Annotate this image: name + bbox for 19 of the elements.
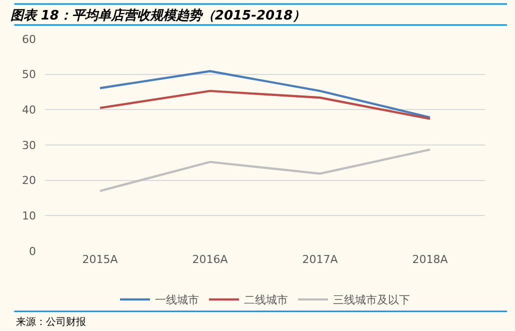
line-series — [98, 90, 432, 120]
line-series — [98, 148, 432, 192]
y-tick-label: 40 — [22, 104, 36, 117]
chart-title: 图表 18：平均单店营收规模趋势（2015-2018） — [10, 7, 306, 24]
x-tick-label: 2015A — [82, 253, 118, 266]
x-tick-label: 2016A — [192, 253, 228, 266]
legend-label: 三线城市及以下 — [333, 294, 410, 307]
source-note: 来源：公司财报 — [16, 316, 86, 328]
x-tick-label: 2017A — [302, 253, 338, 266]
y-tick-label: 20 — [22, 174, 36, 188]
y-tick-label: 50 — [22, 68, 36, 82]
y-tick-label: 60 — [22, 32, 36, 46]
legend-label: 一线城市 — [155, 294, 199, 307]
y-tick-label: 0 — [29, 244, 36, 258]
y-tick-label: 10 — [22, 210, 36, 223]
x-tick-label: 2018A — [412, 253, 448, 266]
line-series — [98, 70, 432, 119]
legend-label: 二线城市 — [244, 294, 288, 307]
y-tick-label: 30 — [22, 138, 36, 152]
